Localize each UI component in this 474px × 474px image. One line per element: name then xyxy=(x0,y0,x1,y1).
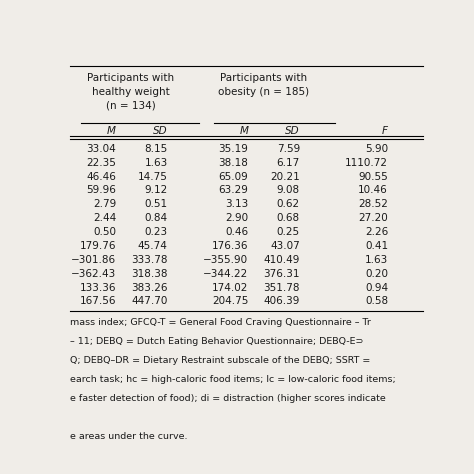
Text: −344.22: −344.22 xyxy=(203,269,248,279)
Text: 383.26: 383.26 xyxy=(131,283,168,292)
Text: 7.59: 7.59 xyxy=(277,144,300,154)
Text: 333.78: 333.78 xyxy=(131,255,168,265)
Text: 46.46: 46.46 xyxy=(86,172,116,182)
Text: e areas under the curve.: e areas under the curve. xyxy=(70,432,188,441)
Text: 38.18: 38.18 xyxy=(219,158,248,168)
Text: 0.23: 0.23 xyxy=(145,227,168,237)
Text: 0.51: 0.51 xyxy=(145,200,168,210)
Text: 90.55: 90.55 xyxy=(358,172,388,182)
Text: Participants with
obesity (n = 185): Participants with obesity (n = 185) xyxy=(218,73,309,97)
Text: 1110.72: 1110.72 xyxy=(345,158,388,168)
Text: mass index; GFCQ-T = General Food Craving Questionnaire – Tr: mass index; GFCQ-T = General Food Cravin… xyxy=(70,318,371,327)
Text: e faster detection of food); di = distraction (higher scores indicate: e faster detection of food); di = distra… xyxy=(70,394,386,403)
Text: 0.94: 0.94 xyxy=(365,283,388,292)
Text: SD: SD xyxy=(285,126,300,136)
Text: SD: SD xyxy=(153,126,168,136)
Text: 0.68: 0.68 xyxy=(277,213,300,223)
Text: 0.41: 0.41 xyxy=(365,241,388,251)
Text: 14.75: 14.75 xyxy=(138,172,168,182)
Text: −355.90: −355.90 xyxy=(203,255,248,265)
Text: M: M xyxy=(239,126,248,136)
Text: 0.46: 0.46 xyxy=(225,227,248,237)
Text: 8.15: 8.15 xyxy=(145,144,168,154)
Text: 28.52: 28.52 xyxy=(358,200,388,210)
Text: 9.08: 9.08 xyxy=(277,185,300,195)
Text: 179.76: 179.76 xyxy=(80,241,116,251)
Text: 2.79: 2.79 xyxy=(93,200,116,210)
Text: 22.35: 22.35 xyxy=(86,158,116,168)
Text: 318.38: 318.38 xyxy=(131,269,168,279)
Text: Participants with
healthy weight
(n = 134): Participants with healthy weight (n = 13… xyxy=(87,73,174,110)
Text: 2.90: 2.90 xyxy=(225,213,248,223)
Text: 176.36: 176.36 xyxy=(212,241,248,251)
Text: F: F xyxy=(382,126,388,136)
Text: 2.44: 2.44 xyxy=(93,213,116,223)
Text: earch task; hc = high-caloric food items; lc = low-caloric food items;: earch task; hc = high-caloric food items… xyxy=(70,375,396,384)
Text: 0.25: 0.25 xyxy=(277,227,300,237)
Text: 43.07: 43.07 xyxy=(270,241,300,251)
Text: 0.58: 0.58 xyxy=(365,296,388,306)
Text: 0.20: 0.20 xyxy=(365,269,388,279)
Text: 45.74: 45.74 xyxy=(138,241,168,251)
Text: −362.43: −362.43 xyxy=(71,269,116,279)
Text: 27.20: 27.20 xyxy=(358,213,388,223)
Text: 65.09: 65.09 xyxy=(219,172,248,182)
Text: 447.70: 447.70 xyxy=(131,296,168,306)
Text: Q; DEBQ–DR = Dietary Restraint subscale of the DEBQ; SSRT =: Q; DEBQ–DR = Dietary Restraint subscale … xyxy=(70,356,371,365)
Text: 20.21: 20.21 xyxy=(270,172,300,182)
Text: 0.50: 0.50 xyxy=(93,227,116,237)
Text: 35.19: 35.19 xyxy=(219,144,248,154)
Text: 204.75: 204.75 xyxy=(212,296,248,306)
Text: 167.56: 167.56 xyxy=(80,296,116,306)
Text: 10.46: 10.46 xyxy=(358,185,388,195)
Text: 2.26: 2.26 xyxy=(365,227,388,237)
Text: – 11; DEBQ = Dutch Eating Behavior Questionnaire; DEBQ-E⊃: – 11; DEBQ = Dutch Eating Behavior Quest… xyxy=(70,337,364,346)
Text: 174.02: 174.02 xyxy=(212,283,248,292)
Text: 1.63: 1.63 xyxy=(145,158,168,168)
Text: 0.62: 0.62 xyxy=(277,200,300,210)
Text: 63.29: 63.29 xyxy=(219,185,248,195)
Text: 406.39: 406.39 xyxy=(264,296,300,306)
Text: 0.84: 0.84 xyxy=(145,213,168,223)
Text: 33.04: 33.04 xyxy=(86,144,116,154)
Text: −301.86: −301.86 xyxy=(71,255,116,265)
Text: 376.31: 376.31 xyxy=(264,269,300,279)
Text: 3.13: 3.13 xyxy=(225,200,248,210)
Text: 1.63: 1.63 xyxy=(365,255,388,265)
Text: 59.96: 59.96 xyxy=(86,185,116,195)
Text: 133.36: 133.36 xyxy=(80,283,116,292)
Text: 410.49: 410.49 xyxy=(264,255,300,265)
Text: 6.17: 6.17 xyxy=(277,158,300,168)
Text: M: M xyxy=(107,126,116,136)
Text: 351.78: 351.78 xyxy=(264,283,300,292)
Text: 9.12: 9.12 xyxy=(145,185,168,195)
Text: 5.90: 5.90 xyxy=(365,144,388,154)
